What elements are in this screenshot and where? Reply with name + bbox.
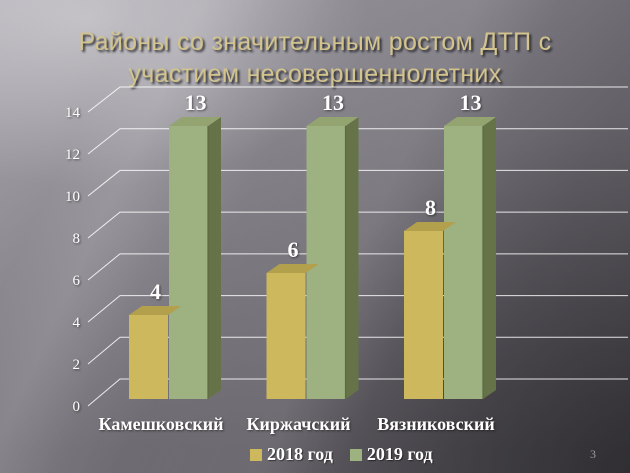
value-label-2019-0: 13	[185, 90, 207, 115]
bar-top-2018-1	[266, 264, 319, 273]
bar-top-2018-0	[129, 306, 181, 315]
bar-side-2019-1	[345, 117, 359, 399]
value-label-2018-1: 6	[288, 237, 299, 262]
bar-2019-1	[306, 126, 346, 399]
gridline-14	[87, 86, 628, 113]
bar-2019-2	[444, 126, 483, 399]
legend-swatch-2019	[349, 448, 362, 461]
ytick-label-6: 6	[73, 273, 81, 289]
value-label-2019-1: 13	[322, 90, 344, 115]
bar-side-2019-0	[208, 117, 221, 399]
ytick-label-8: 8	[73, 231, 81, 247]
ytick-label-12: 12	[65, 147, 80, 163]
category-label-1: Киржачский	[246, 414, 350, 434]
bar-2019-0	[169, 126, 208, 399]
legend-swatch-2018	[250, 448, 262, 461]
ytick-label-2: 2	[73, 357, 81, 373]
ytick-label-4: 4	[73, 315, 81, 331]
legend-label-2018: 2018 год	[267, 444, 333, 464]
bar-2018-1	[266, 273, 306, 399]
slide-title: Районы со значительным ростом ДТП с учас…	[78, 28, 552, 88]
bar-2018-2	[404, 231, 443, 399]
bar-top-2019-1	[306, 117, 359, 126]
value-label-2018-0: 4	[150, 279, 161, 304]
legend-label-2019: 2019 год	[366, 444, 433, 464]
legend-item-2018: 2018 год	[250, 444, 333, 465]
bar-top-2019-0	[169, 117, 221, 126]
value-label-2019-2: 13	[460, 90, 482, 115]
slide-number: 3	[590, 447, 596, 461]
ytick-label-10: 10	[65, 189, 80, 205]
chart-legend: 2018 год 2019 год	[250, 444, 433, 465]
ytick-label-14: 14	[65, 105, 81, 121]
bar-top-2019-2	[444, 117, 496, 126]
category-label-2: Вязниковский	[377, 414, 494, 434]
bar-2018-0	[129, 315, 168, 399]
bar-side-2019-2	[483, 117, 496, 399]
bar-top-2018-2	[404, 222, 456, 231]
legend-item-2019: 2019 год	[349, 444, 433, 465]
ytick-label-0: 0	[73, 399, 81, 415]
category-label-0: Камешковский	[99, 414, 224, 434]
value-label-2018-2: 8	[425, 195, 436, 220]
